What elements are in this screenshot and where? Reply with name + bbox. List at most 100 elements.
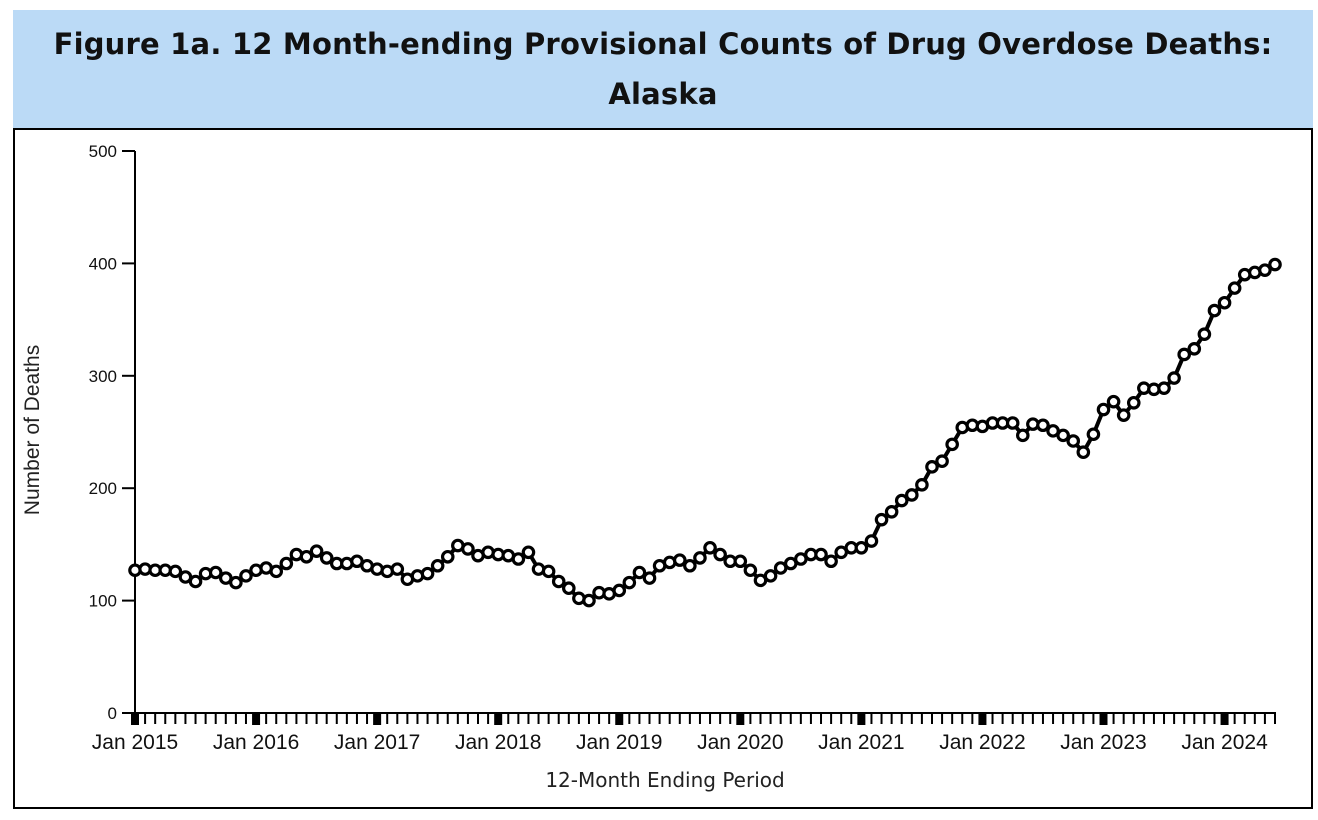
y-tick-label: 500 — [89, 142, 117, 161]
data-point[interactable] — [1217, 295, 1232, 310]
y-axis: 0 100 200 300 400 500 — [89, 142, 136, 723]
data-point[interactable] — [874, 512, 889, 527]
data-point[interactable] — [1167, 371, 1181, 385]
data-point[interactable] — [763, 569, 778, 583]
data-point[interactable] — [1268, 257, 1282, 272]
data-point[interactable] — [1227, 281, 1242, 295]
x-tick-label: Jan 2023 — [1060, 731, 1146, 754]
data-point[interactable] — [1177, 347, 1192, 362]
data-point[interactable] — [632, 565, 647, 580]
data-point[interactable] — [390, 562, 405, 576]
data-point[interactable] — [894, 493, 909, 508]
y-tick-label: 0 — [108, 704, 117, 723]
data-point[interactable] — [1187, 342, 1202, 356]
data-point[interactable] — [279, 556, 294, 571]
data-point[interactable] — [672, 553, 687, 567]
y-tick-label: 100 — [89, 592, 117, 611]
x-tick-major — [978, 713, 987, 725]
data-point[interactable] — [299, 549, 314, 564]
data-point[interactable] — [1005, 416, 1020, 430]
data-point[interactable] — [461, 542, 475, 556]
data-point[interactable] — [1076, 445, 1091, 460]
data-point[interactable] — [168, 564, 183, 579]
x-tick-label: Jan 2017 — [334, 731, 420, 754]
data-point[interactable] — [420, 566, 435, 581]
chart-title-banner: Figure 1a. 12 Month-ending Provisional C… — [13, 10, 1313, 128]
data-point[interactable] — [864, 534, 879, 548]
series-markers — [128, 257, 1282, 608]
x-tick-major — [736, 713, 745, 725]
data-point[interactable] — [884, 505, 899, 519]
data-point[interactable] — [309, 544, 324, 558]
data-point[interactable] — [1015, 428, 1030, 443]
data-point[interactable] — [925, 460, 939, 474]
data-point[interactable] — [188, 574, 203, 589]
data-point[interactable] — [1197, 327, 1212, 342]
data-point[interactable] — [208, 565, 223, 580]
x-tick-major — [1220, 713, 1229, 725]
x-tick-label: Jan 2019 — [576, 731, 662, 754]
data-point[interactable] — [642, 571, 657, 585]
x-tick-major — [373, 713, 382, 725]
x-tick-major — [615, 713, 624, 725]
data-point[interactable] — [1086, 427, 1101, 442]
data-point[interactable] — [562, 581, 576, 596]
x-tick-label: Jan 2022 — [939, 731, 1025, 754]
data-point[interactable] — [1106, 394, 1121, 409]
data-point[interactable] — [582, 593, 596, 608]
data-point[interactable] — [1066, 434, 1081, 448]
chart-title: Figure 1a. 12 Month-ending Provisional C… — [53, 27, 1273, 111]
data-point[interactable] — [1126, 395, 1141, 410]
data-point[interactable] — [430, 558, 445, 573]
data-point[interactable] — [945, 437, 959, 452]
data-point[interactable] — [814, 547, 828, 562]
y-tick-label: 300 — [89, 367, 117, 386]
x-axis-title: 12-Month Ending Period — [545, 768, 784, 792]
data-point[interactable] — [1258, 263, 1272, 277]
x-tick-major — [494, 713, 503, 725]
y-tick-label: 200 — [89, 479, 117, 498]
y-axis-title: Number of Deaths — [21, 345, 44, 515]
x-tick-major — [1099, 713, 1108, 725]
data-point[interactable] — [1096, 402, 1111, 417]
chart-frame — [13, 128, 1313, 809]
x-axis: Jan 2015 Jan 2016 Jan 2017 Jan 2018 Jan 2019… — [92, 712, 1276, 754]
data-point[interactable] — [733, 554, 748, 569]
x-tick-major — [857, 713, 866, 725]
data-point[interactable] — [269, 564, 284, 579]
data-point[interactable] — [622, 575, 637, 590]
data-point[interactable] — [1036, 418, 1050, 433]
data-point[interactable] — [1207, 303, 1222, 318]
data-point[interactable] — [541, 564, 556, 579]
x-tick-label: Jan 2015 — [92, 731, 178, 754]
x-tick-label: Jan 2018 — [455, 731, 541, 754]
data-point[interactable] — [854, 540, 869, 555]
data-point[interactable] — [743, 563, 758, 578]
x-tick-label: Jan 2024 — [1181, 731, 1268, 754]
data-point[interactable] — [511, 552, 526, 566]
data-point[interactable] — [824, 554, 838, 569]
data-point[interactable] — [935, 454, 949, 469]
data-point[interactable] — [229, 575, 243, 590]
data-point[interactable] — [905, 488, 919, 502]
data-point[interactable] — [1116, 408, 1131, 422]
data-point[interactable] — [703, 540, 717, 555]
data-point[interactable] — [612, 583, 627, 598]
data-point[interactable] — [1157, 381, 1171, 395]
x-tick-label: Jan 2020 — [697, 731, 783, 754]
data-point[interactable] — [319, 551, 334, 565]
x-tick-label: Jan 2021 — [818, 731, 904, 754]
data-point[interactable] — [1056, 428, 1070, 443]
data-point[interactable] — [239, 569, 253, 583]
data-point[interactable] — [915, 478, 929, 492]
x-tick-major — [252, 713, 261, 725]
x-tick-label: Jan 2016 — [213, 731, 299, 754]
data-point[interactable] — [521, 545, 536, 560]
data-point[interactable] — [440, 549, 455, 564]
y-tick-label: 400 — [89, 254, 117, 273]
data-point[interactable] — [713, 547, 727, 562]
data-point[interactable] — [693, 551, 707, 565]
data-point[interactable] — [551, 574, 566, 589]
data-point[interactable] — [683, 558, 697, 573]
